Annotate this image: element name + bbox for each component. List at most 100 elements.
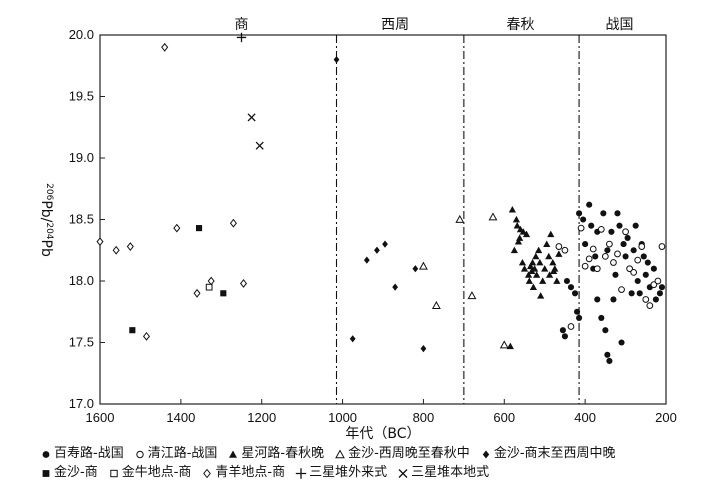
legend-item: 金沙-商 <box>40 463 98 482</box>
legend-label: 星河路-春秋晚 <box>241 446 325 461</box>
series-9 <box>247 113 264 150</box>
data-point <box>614 210 621 217</box>
legend-item: 三星堆外来式 <box>295 463 387 482</box>
legend-item: 金沙-商末至西周中晚 <box>480 444 616 463</box>
y-tick-label: 18.5 <box>69 212 94 227</box>
series-5 <box>129 225 227 334</box>
y-tick-label: 19.5 <box>69 89 94 104</box>
data-point <box>644 259 651 266</box>
data-point <box>600 210 607 217</box>
data-point <box>652 296 659 303</box>
data-point <box>612 271 619 278</box>
x-axis-ticks: 1600 1400 1200 1000 800 600 400 200 <box>86 399 677 425</box>
data-point <box>412 265 419 273</box>
data-point <box>563 277 571 285</box>
data-point <box>610 259 617 266</box>
legend-row: 百寿路-战国 清江路-战国 星河路-春秋晚 金沙-西周晚至春秋中 金沙-商末至西周中晚 <box>40 444 710 463</box>
legend-label: 清江路-战国 <box>147 446 218 461</box>
legend-marker-icon <box>482 450 490 458</box>
data-point <box>255 141 264 150</box>
series-2 <box>506 206 563 350</box>
data-point <box>374 246 380 254</box>
data-point <box>581 262 589 270</box>
data-point <box>632 222 639 229</box>
period-label: 西周 <box>381 17 409 33</box>
data-point <box>382 240 388 248</box>
data-point <box>624 234 631 242</box>
data-point <box>650 265 657 272</box>
data-point <box>610 296 617 303</box>
legend-item: 金沙-西周晚至春秋中 <box>334 444 470 463</box>
data-points <box>96 32 666 365</box>
period-dividers <box>335 35 580 404</box>
series-4 <box>333 56 427 353</box>
data-point <box>545 252 553 260</box>
data-point <box>618 286 625 293</box>
data-point <box>525 277 533 284</box>
data-point <box>513 222 521 229</box>
data-point <box>518 258 527 266</box>
y-label-element: Pb <box>38 240 54 257</box>
data-point <box>620 241 627 248</box>
data-point <box>642 296 650 303</box>
x-tick-label: 1400 <box>166 410 195 425</box>
legend-item: 百寿路-战国 <box>40 444 124 463</box>
data-point <box>561 333 568 340</box>
data-point <box>571 290 579 297</box>
data-point <box>561 246 569 254</box>
legend-label: 青羊地点-商 <box>215 465 286 480</box>
legend-marker-icon <box>398 468 408 478</box>
data-point <box>634 256 642 264</box>
legend-marker-icon <box>42 450 50 458</box>
data-point <box>519 228 527 235</box>
data-point <box>577 224 585 232</box>
data-point <box>586 201 593 208</box>
data-point <box>567 323 575 330</box>
y-tick-label: 20.0 <box>69 27 94 42</box>
data-point <box>431 300 441 309</box>
y-label-mass-num: 204 <box>44 222 54 239</box>
data-point <box>594 296 601 303</box>
data-point <box>601 253 609 260</box>
data-point <box>606 357 613 365</box>
y-label-element: Pb/ <box>38 200 54 222</box>
data-point <box>656 290 663 297</box>
data-point <box>531 265 539 272</box>
x-tick-label: 1200 <box>247 410 276 425</box>
legend-marker-icon <box>136 450 144 458</box>
data-point <box>545 271 554 278</box>
data-point <box>642 271 649 278</box>
data-point <box>193 288 201 298</box>
data-point <box>634 277 641 285</box>
data-point <box>524 271 533 278</box>
data-point <box>528 258 537 266</box>
data-point <box>597 225 605 233</box>
series-0 <box>559 201 666 365</box>
data-point <box>537 292 545 299</box>
x-tick-label: 1600 <box>86 410 115 425</box>
legend-label: 三星堆外来式 <box>309 465 388 480</box>
data-point <box>418 261 428 270</box>
data-point <box>547 230 555 238</box>
period-label: 战国 <box>606 17 634 33</box>
data-point <box>512 215 521 223</box>
legend-marker-icon <box>110 469 118 477</box>
data-point <box>420 345 427 353</box>
legend-label: 金沙-西周晚至春秋中 <box>348 446 470 461</box>
data-point <box>638 243 646 250</box>
legend-marker-icon <box>335 448 345 458</box>
legend-item: 三星堆本地式 <box>397 463 489 482</box>
data-point <box>543 240 551 247</box>
legend-marker-icon <box>42 469 50 477</box>
legend-marker-icon <box>203 468 212 478</box>
data-point <box>658 243 666 250</box>
x-tick-label: 1000 <box>328 410 357 425</box>
data-point <box>529 283 537 291</box>
scatter-chart: 商 西周 春秋 战国 1600 1400 1200 1000 800 600 400 200 17.… <box>38 17 677 440</box>
legend-row: 金沙-商 金牛地点-商 青羊地点-商 三星堆外来式 三星堆本地式 <box>40 463 710 482</box>
legend-label: 金沙-商末至西周中晚 <box>493 446 616 461</box>
data-point <box>580 216 587 223</box>
data-point <box>604 351 611 358</box>
data-point <box>112 245 120 255</box>
data-point <box>516 234 524 241</box>
